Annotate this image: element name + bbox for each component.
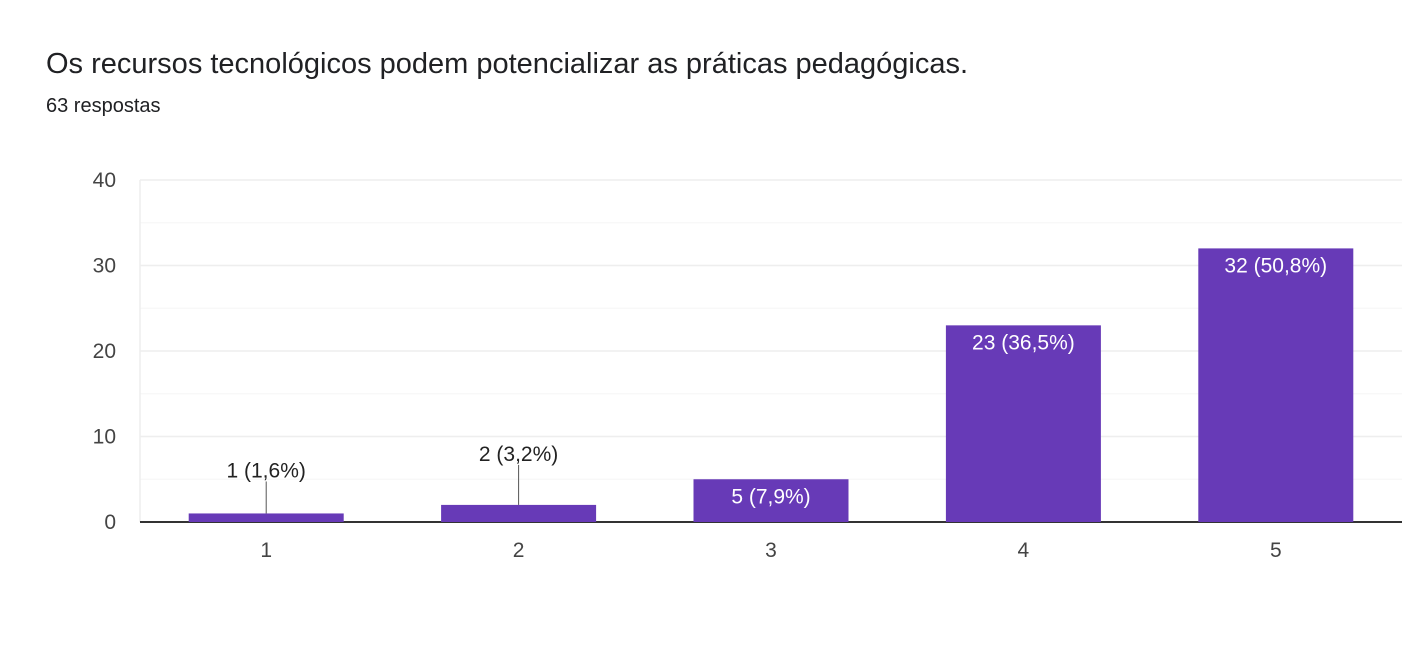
y-tick-label: 0 (104, 511, 116, 534)
data-label: 5 (7,9%) (731, 485, 810, 508)
x-tick-label: 2 (513, 539, 525, 562)
y-tick-label: 20 (93, 340, 116, 363)
chart-title: Os recursos tecnológicos podem potencial… (46, 48, 969, 80)
data-labels: 1 (1,6%) 2 (3,2%) 5 (7,9%) 23 (36,5%) 32 (50… (227, 254, 1327, 514)
bars (188, 248, 1354, 522)
y-tick-label: 30 (93, 255, 116, 278)
data-label: 1 (1,6%) (227, 459, 306, 482)
data-label: 23 (36,5%) (972, 331, 1075, 354)
bar-5 (1198, 248, 1354, 522)
y-tick-label: 10 (93, 426, 116, 449)
x-axis-ticks: 1 2 3 4 5 (260, 539, 1281, 562)
x-tick-label: 4 (1018, 539, 1030, 562)
data-label: 2 (3,2%) (479, 443, 558, 466)
response-count: 63 respostas (46, 95, 161, 117)
y-tick-label: 40 (93, 169, 116, 192)
x-tick-label: 1 (260, 539, 272, 562)
bar-1 (188, 513, 344, 522)
x-tick-label: 3 (765, 539, 777, 562)
x-tick-label: 5 (1270, 539, 1282, 562)
bar-4 (945, 325, 1101, 522)
y-axis-ticks: 0 10 20 30 40 (93, 169, 116, 534)
bar-2 (441, 504, 597, 522)
bar-3 (693, 479, 849, 522)
data-label: 32 (50,8%) (1224, 254, 1327, 277)
